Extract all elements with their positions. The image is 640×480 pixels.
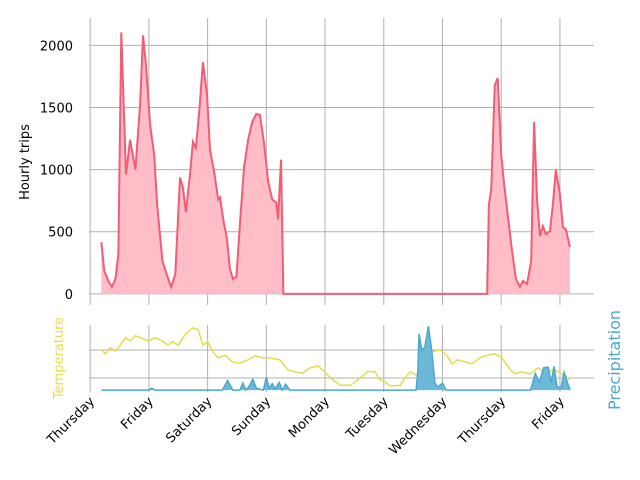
- line: [101, 326, 571, 392]
- y-tick-label: 500: [48, 226, 73, 241]
- x-tick-label: Friday: [118, 394, 157, 433]
- y-tick-label: 1500: [40, 101, 73, 116]
- y-axis-label: Hourly trips: [18, 124, 33, 200]
- x-tick-label: Thursday: [455, 394, 509, 448]
- x-tick-label: Thursday: [44, 394, 98, 448]
- x-tick-label: Friday: [529, 394, 568, 433]
- y-tick-label: 2000: [40, 39, 73, 54]
- line: [100, 326, 571, 387]
- x-tick-label: Monday: [286, 394, 333, 441]
- x-tick-label: Saturday: [163, 394, 215, 446]
- precipitation-label: Precipitation: [605, 310, 624, 410]
- y-tick-label: 0: [65, 288, 73, 303]
- y-tick-label: 1000: [40, 164, 73, 179]
- x-tick-label: Wednesday: [387, 394, 451, 458]
- temperature-label: Temperature: [52, 317, 67, 400]
- area-fill: [101, 326, 570, 391]
- area-fill: [101, 32, 570, 294]
- x-tick-label: Sunday: [229, 394, 274, 439]
- x-tick-label: Tuesday: [343, 394, 392, 443]
- line: [100, 32, 571, 295]
